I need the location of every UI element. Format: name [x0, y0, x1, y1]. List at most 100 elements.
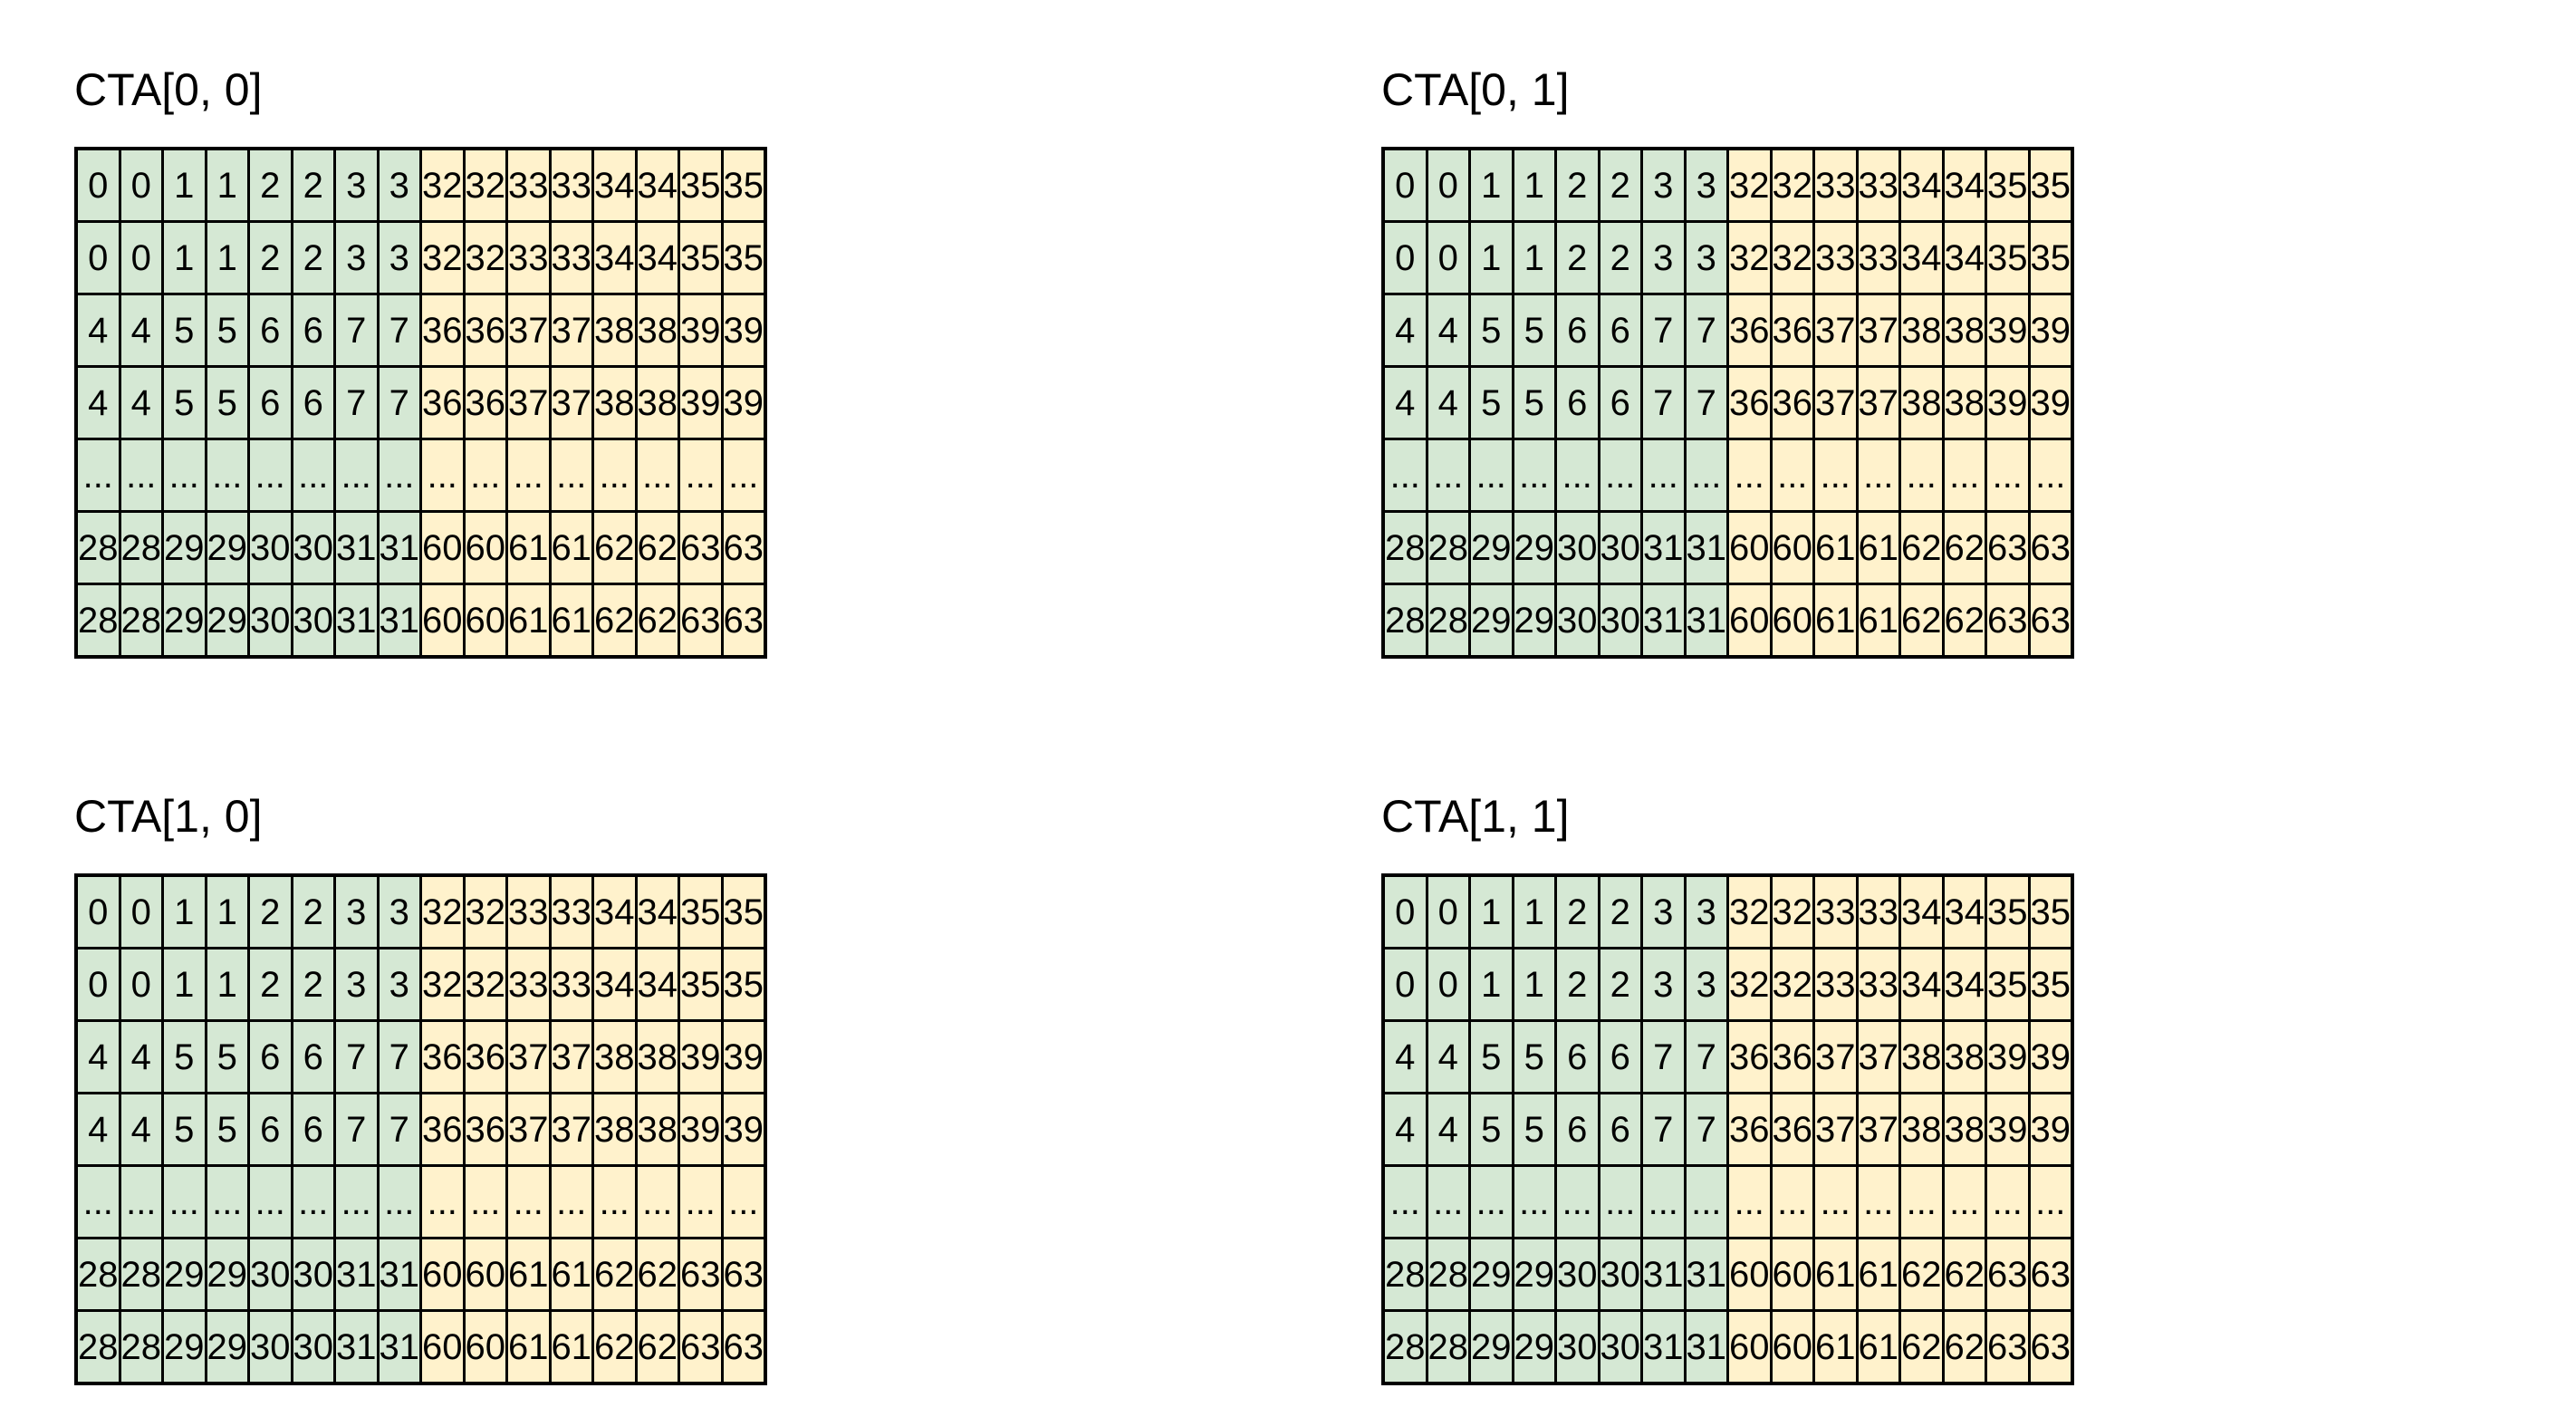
grid-cell: 3 [1640, 220, 1687, 295]
grid-cell: 35 [720, 220, 767, 295]
grid-cell: ... [161, 1164, 207, 1239]
grid-row: 4 4 5 5 6 6 7 7 36 36 37 37 38 38 39 39 [1381, 1019, 2074, 1094]
grid-cell: 37 [548, 1092, 594, 1167]
grid-cell: 0 [1381, 947, 1428, 1022]
grid-cell: 7 [333, 293, 380, 368]
grid-cell: 6 [1554, 1019, 1600, 1094]
grid-cell: 1 [161, 147, 207, 223]
grid-cell: 31 [376, 1237, 422, 1312]
grid-cell: 61 [548, 1237, 594, 1312]
grid-cell: 60 [1769, 1237, 1815, 1312]
grid-cell: 2 [290, 947, 336, 1022]
grid-cell: 4 [118, 1092, 164, 1167]
grid-cell: 38 [634, 1092, 680, 1167]
grid-row: 4 4 5 5 6 6 7 7 36 36 37 37 38 38 39 39 [74, 1019, 767, 1094]
grid-cell: 1 [161, 220, 207, 295]
grid-cell: 5 [1468, 1092, 1514, 1167]
grid-cell: 6 [1597, 365, 1643, 440]
grid-cell: 62 [1941, 510, 1987, 585]
grid-row: 4 4 5 5 6 6 7 7 36 36 37 37 38 38 39 39 [74, 365, 767, 440]
grid-cell: ... [1812, 1164, 1859, 1239]
grid-cell: 34 [591, 873, 638, 949]
grid-cell: 6 [290, 293, 336, 368]
grid-cell: 37 [1812, 293, 1859, 368]
grid-cell: 39 [678, 293, 724, 368]
grid-cell: 31 [1640, 583, 1687, 659]
grid-cell: 29 [204, 510, 250, 585]
grid-cell: 30 [290, 1309, 336, 1385]
grid-cell: 32 [419, 873, 466, 949]
grid-cell: 4 [1425, 1019, 1471, 1094]
grid-cell: 63 [720, 583, 767, 659]
grid-row: 4 4 5 5 6 6 7 7 36 36 37 37 38 38 39 39 [1381, 1092, 2074, 1167]
grid-cell: 30 [1597, 1237, 1643, 1312]
grid-cell: ... [2027, 438, 2074, 513]
grid-cell: 0 [1381, 873, 1428, 949]
grid-cell: 31 [333, 1237, 380, 1312]
grid-cell: 32 [419, 220, 466, 295]
grid-cell: 60 [419, 510, 466, 585]
grid-cell: 1 [161, 947, 207, 1022]
grid-cell: 35 [678, 147, 724, 223]
grid-cell: 35 [2027, 947, 2074, 1022]
grid-cell: 28 [118, 1309, 164, 1385]
grid-cell: 29 [1511, 510, 1557, 585]
grid-cell: 60 [1726, 583, 1773, 659]
grid-cell: 63 [1985, 1309, 2031, 1385]
grid-cell: 63 [1985, 510, 2031, 585]
grid-cell: 2 [1597, 220, 1643, 295]
grid-cell: 38 [1941, 1019, 1987, 1094]
grid-cell: 3 [333, 147, 380, 223]
grid-cell: 29 [204, 583, 250, 659]
grid-cell: 3 [1683, 947, 1729, 1022]
grid-cell: ... [591, 1164, 638, 1239]
grid-cell: 2 [1597, 873, 1643, 949]
grid-cell: 36 [419, 293, 466, 368]
grid-cell: ... [333, 438, 380, 513]
grid-cell: 33 [1812, 947, 1859, 1022]
grid-cell: 60 [462, 1237, 508, 1312]
grid-cell: 61 [505, 583, 552, 659]
thread-mapping-grid: 0 0 1 1 2 2 3 3 32 32 33 33 34 34 35 35 0 0 1 1 2 2 3 3 32 32 33 33… [1381, 873, 2074, 1385]
grid-cell: ... [1381, 1164, 1428, 1239]
grid-row: ........................................… [1381, 438, 2074, 513]
grid-cell: 29 [1468, 1309, 1514, 1385]
grid-cell: 1 [1468, 147, 1514, 223]
grid-cell: 34 [591, 147, 638, 223]
grid-cell: 0 [118, 220, 164, 295]
grid-cell: 32 [1726, 220, 1773, 295]
grid-cell: 35 [1985, 147, 2031, 223]
grid-cell: 33 [505, 220, 552, 295]
grid-cell: 7 [333, 1092, 380, 1167]
grid-cell: 63 [720, 1309, 767, 1385]
grid-cell: 5 [204, 293, 250, 368]
grid-cell: 62 [591, 583, 638, 659]
grid-cell: 1 [1468, 947, 1514, 1022]
grid-cell: 35 [1985, 947, 2031, 1022]
grid-row: 28 28 29 29 30 30 31 31 60 60 61 61 62 62 63 63 [74, 1309, 767, 1385]
grid-row: 0 0 1 1 2 2 3 3 32 32 33 33 34 34 35 35 [1381, 147, 2074, 223]
grid-cell: 2 [1554, 873, 1600, 949]
grid-cell: 4 [1425, 365, 1471, 440]
grid-cell: ... [290, 438, 336, 513]
grid-cell: ... [462, 438, 508, 513]
grid-cell: 7 [376, 1092, 422, 1167]
grid-cell: 38 [1898, 293, 1945, 368]
grid-cell: 35 [1985, 873, 2031, 949]
grid-cell: 28 [1425, 510, 1471, 585]
grid-cell: 29 [204, 1309, 250, 1385]
grid-cell: ... [376, 1164, 422, 1239]
grid-cell: 37 [1855, 293, 1901, 368]
grid-cell: 60 [1769, 1309, 1815, 1385]
grid-cell: ... [118, 438, 164, 513]
grid-cell: 60 [419, 1237, 466, 1312]
grid-cell: ... [1726, 438, 1773, 513]
grid-row: 4 4 5 5 6 6 7 7 36 36 37 37 38 38 39 39 [74, 293, 767, 368]
grid-cell: 5 [204, 1092, 250, 1167]
grid-cell: 7 [1640, 1092, 1687, 1167]
grid-cell: 31 [376, 1309, 422, 1385]
grid-cell: 39 [678, 365, 724, 440]
grid-cell: 62 [634, 583, 680, 659]
grid-cell: 60 [1726, 510, 1773, 585]
grid-cell: 5 [161, 1092, 207, 1167]
